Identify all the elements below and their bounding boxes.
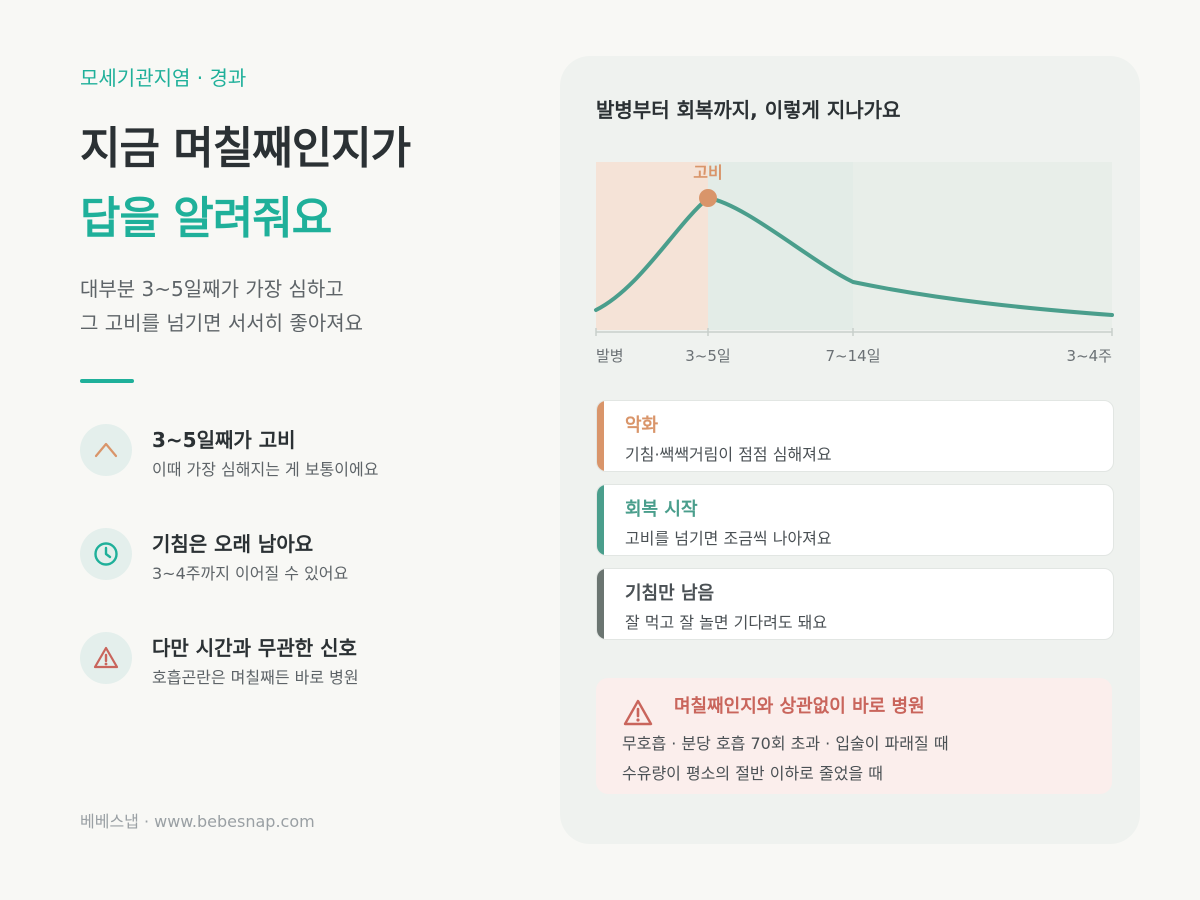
stage-card-recovery: 회복 시작 고비를 넘기면 조금씩 나아져요 — [596, 484, 1114, 556]
feature-item-peak: 3~5일째가 고비 이때 가장 심해지는 게 보통이에요 — [80, 424, 520, 484]
x-tick-label: 3~4주 — [1067, 347, 1112, 365]
page-title-highlight: 답을 알려줘요 — [80, 193, 332, 244]
subtitle: 대부분 3~5일째가 가장 심하고 그 고비를 넘기면 서서히 좋아져요 — [80, 272, 363, 340]
progress-chart: 발병 3~5일 7~14일 3~4주 고비 — [594, 162, 1114, 365]
page-title: 지금 며칠째인지가 — [80, 123, 411, 174]
clock-icon — [80, 528, 132, 580]
timeline-card: 발병부터 회복까지, 이렇게 지나가요 발병 3~5일 7~14일 3~4주 고비 악화… — [560, 56, 1140, 844]
card-title: 발병부터 회복까지, 이렇게 지나가요 — [596, 98, 901, 122]
stage-desc: 기침·쌕쌕거림이 점점 심해져요 — [625, 445, 832, 464]
stage-title: 회복 시작 — [625, 499, 698, 520]
feature-desc: 3~4주까지 이어질 수 있어요 — [152, 564, 349, 583]
stage-color-bar — [597, 485, 604, 555]
feature-title: 3~5일째가 고비 — [152, 428, 296, 452]
warning-icon — [80, 632, 132, 684]
region-recovery — [708, 162, 853, 330]
stage-color-bar — [597, 569, 604, 639]
subtitle-line-2: 그 고비를 넘기면 서서히 좋아져요 — [80, 311, 364, 335]
series-line — [594, 195, 1114, 317]
stage-desc: 잘 먹고 잘 놀면 기다려도 돼요 — [625, 613, 828, 632]
eyebrow: 모세기관지염 · 경과 — [80, 66, 247, 90]
region-worsen — [596, 162, 708, 330]
x-tick-label: 3~5일 — [685, 347, 730, 365]
stage-color-bar — [597, 401, 604, 471]
accent-divider — [80, 379, 134, 383]
footer-brand: 베베스냅 · www.bebesnap.com — [80, 812, 315, 831]
feature-title: 기침은 오래 남아요 — [152, 532, 314, 556]
x-tick-label: 발병 — [596, 347, 624, 365]
peak-label: 고비 — [693, 163, 722, 182]
stage-card-cough-only: 기침만 남음 잘 먹고 잘 놀면 기다려도 돼요 — [596, 568, 1114, 640]
warning-box: 며칠째인지와 상관없이 바로 병원 무호흡 · 분당 호흡 70회 초과 · 입… — [596, 678, 1112, 794]
warning-line: 수유량이 평소의 절반 이하로 줄었을 때 — [622, 764, 883, 783]
peak-marker — [699, 189, 717, 207]
feature-item-warning: 다만 시간과 무관한 신호 호흡곤란은 며칠째든 바로 병원 — [80, 632, 520, 692]
stage-desc: 고비를 넘기면 조금씩 나아져요 — [625, 529, 832, 548]
warning-icon — [622, 698, 654, 732]
stage-title: 악화 — [625, 415, 659, 436]
feature-desc: 호흡곤란은 며칠째든 바로 병원 — [152, 668, 359, 687]
feature-item-duration: 기침은 오래 남아요 3~4주까지 이어질 수 있어요 — [80, 528, 520, 588]
subtitle-line-1: 대부분 3~5일째가 가장 심하고 — [80, 277, 344, 301]
x-tick-label: 7~14일 — [826, 347, 881, 365]
warning-line: 무호흡 · 분당 호흡 70회 초과 · 입술이 파래질 때 — [622, 734, 949, 753]
peak-icon — [80, 424, 132, 476]
warning-title: 며칠째인지와 상관없이 바로 병원 — [674, 696, 925, 717]
stage-card-worsen: 악화 기침·쌕쌕거림이 점점 심해져요 — [596, 400, 1114, 472]
feature-title: 다만 시간과 무관한 신호 — [152, 636, 357, 660]
feature-desc: 이때 가장 심해지는 게 보통이에요 — [152, 460, 379, 479]
stage-title: 기침만 남음 — [625, 583, 715, 604]
